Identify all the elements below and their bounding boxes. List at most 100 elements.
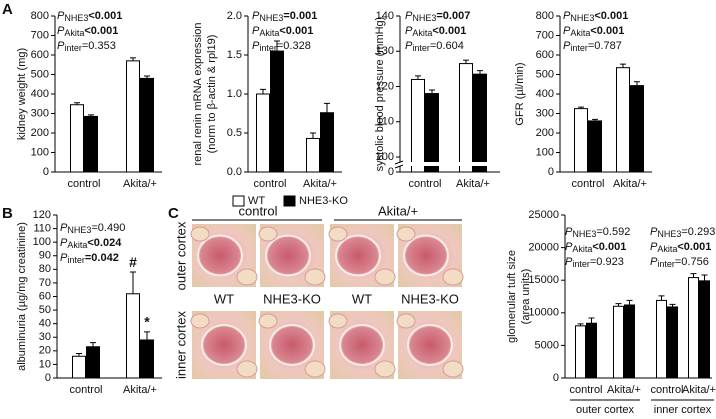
- y-tick-label: 400: [31, 88, 49, 100]
- bar: [575, 325, 586, 379]
- glomerulus: [407, 324, 453, 366]
- p-subscript: inter: [259, 43, 277, 53]
- tubule: [442, 268, 464, 286]
- x-tick-label: control: [569, 384, 602, 396]
- bar: [70, 104, 84, 173]
- bar: [586, 322, 597, 379]
- group-label: outer cortex: [576, 404, 635, 416]
- p-value: PAkita<0.001: [57, 25, 118, 38]
- bar: [126, 60, 140, 173]
- x-tick-label: Akita/+: [682, 384, 716, 396]
- bar: [656, 299, 667, 379]
- y-tick-label: 100: [376, 151, 394, 163]
- p-value: PAkita<0.001: [252, 25, 313, 38]
- p-subscript: NHE3: [572, 229, 596, 239]
- y-axis-title: kidney weight (mg): [16, 48, 28, 140]
- error-bar: [463, 59, 469, 64]
- p-value: PNHE3=0.001: [252, 10, 317, 23]
- p-value: Pinter=0.923: [565, 256, 624, 269]
- y-tick-label: 80: [39, 263, 51, 275]
- y-tick-label: 50: [39, 304, 51, 316]
- glomerulus: [335, 234, 381, 277]
- y-tick-label: 0: [43, 166, 49, 178]
- column-header: Akita/+: [378, 203, 418, 218]
- p-symbol: P: [650, 226, 658, 238]
- y-tick-label: 200: [31, 127, 49, 139]
- group-label: inner cortex: [654, 404, 712, 416]
- p-value: PAkita<0.001: [563, 25, 624, 38]
- bar: [256, 93, 270, 173]
- error-bar: [274, 40, 280, 52]
- bar: [459, 63, 473, 173]
- p-value: Pinter=0.353: [57, 40, 116, 53]
- p-value: Pinter=0.604: [405, 40, 464, 53]
- p-subscript: NHE3: [657, 229, 681, 239]
- p-text: <0.001: [594, 10, 628, 22]
- y-tick-label: 300: [536, 107, 554, 119]
- tubule: [374, 268, 396, 286]
- y-tick-label: 120: [33, 209, 51, 221]
- significance-marker: #: [129, 254, 137, 270]
- p-subscript: inter: [412, 43, 430, 53]
- y-tick-label: 300: [31, 107, 49, 119]
- p-subscript: NHE3: [412, 13, 436, 23]
- p-subscript: Akita: [67, 240, 87, 250]
- y-tick-label: 1.0: [227, 88, 242, 100]
- tubule: [258, 226, 278, 242]
- bar: [667, 306, 678, 379]
- error-bar: [592, 118, 598, 121]
- y-tick-label: 400: [536, 88, 554, 100]
- p-subscript: Akita: [412, 28, 432, 38]
- p-subscript: Akita: [259, 28, 279, 38]
- tubule: [236, 360, 258, 378]
- p-symbol: P: [57, 40, 65, 52]
- error-bar: [88, 114, 94, 117]
- x-tick-label: Akita/+: [607, 384, 641, 396]
- p-symbol: P: [650, 241, 658, 253]
- bar: [616, 67, 630, 173]
- p-symbol: P: [563, 40, 571, 52]
- x-tick-label: control: [69, 384, 102, 396]
- p-symbol: P: [405, 10, 413, 22]
- p-subscript: NHE3: [570, 13, 594, 23]
- error-bar: [76, 353, 82, 357]
- axis-break: [394, 162, 500, 166]
- bar: [411, 78, 425, 173]
- y-tick-label: 600: [31, 49, 49, 61]
- p-subscript: inter: [657, 259, 675, 269]
- p-text: <0.001: [432, 25, 466, 37]
- y-tick-label: 100: [536, 146, 554, 158]
- error-bar: [477, 70, 483, 75]
- y-tick-label: 1.5: [227, 49, 242, 61]
- error-bar: [144, 75, 150, 79]
- y-tick-label: 0: [553, 372, 559, 384]
- y-tick-label: 20000: [528, 242, 559, 254]
- y-tick-label: 60: [39, 290, 51, 302]
- p-text: =0.007: [436, 10, 470, 22]
- y-tick-label: 800: [31, 10, 49, 22]
- p-subscript: inter: [67, 255, 85, 265]
- error-bar: [634, 81, 640, 86]
- p-value: PAkita<0.001: [565, 241, 626, 254]
- y-tick-label: 200: [536, 127, 554, 139]
- bar: [425, 93, 439, 173]
- p-symbol: P: [405, 25, 413, 37]
- axis-break-mark: [394, 160, 404, 169]
- bar: [624, 304, 635, 379]
- label-band: [192, 289, 256, 310]
- x-tick-label: control: [571, 178, 604, 190]
- y-tick-label: 600: [536, 49, 554, 61]
- p-symbol: P: [57, 10, 65, 22]
- bar: [630, 85, 644, 173]
- panel-label: B: [2, 205, 13, 222]
- glomerulus: [201, 324, 247, 366]
- y-tick-label: 140: [376, 10, 394, 22]
- p-text: =0.592: [596, 226, 630, 238]
- error-bar: [74, 102, 80, 105]
- p-value: PNHE3<0.001: [563, 10, 628, 23]
- error-bar: [669, 303, 676, 307]
- y-tick-label: 25000: [528, 209, 559, 221]
- y-tick-label: 500: [536, 68, 554, 80]
- p-text: =0.604: [430, 40, 464, 52]
